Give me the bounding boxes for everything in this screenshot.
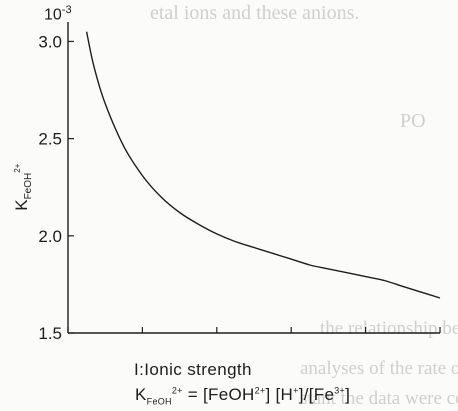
y-scale-note-exponent: -3 xyxy=(61,4,72,16)
y-tick-label: 2.0 xyxy=(38,227,62,246)
y-tick-label: 1.5 xyxy=(38,324,62,340)
formula-numerator-2-sup: + xyxy=(293,385,299,396)
x-tick-label: 0.8 xyxy=(354,337,378,340)
x-tick-label: 0.4 xyxy=(205,337,229,340)
y-axis-label-k: K xyxy=(11,199,31,211)
formula-numerator-1: [FeOH xyxy=(203,385,255,404)
chart-axes xyxy=(67,22,440,334)
formula-k-sub: FeOH xyxy=(146,396,172,407)
formula-numerator-1-close: ] xyxy=(265,385,271,404)
formula-denominator-sup: 3+ xyxy=(334,385,346,396)
y-tick-label: 3.0 xyxy=(38,32,62,51)
formula-numerator-2: [H xyxy=(275,385,294,404)
series-line-0 xyxy=(85,31,441,299)
x-axis-label: I:Ionic strength xyxy=(134,360,252,379)
formula-denominator-close: ] xyxy=(345,385,351,404)
bleed-text-line-1: etal ions and these anions. xyxy=(150,2,360,24)
bleed-text-line-2: PO xyxy=(400,110,426,132)
y-scale-note: 10-3 xyxy=(44,4,72,24)
formula-slash: / xyxy=(303,385,309,404)
x-tick-label: 0.2 xyxy=(131,337,155,340)
bleed-text-line-5: stant the data were confirmed xyxy=(300,388,458,409)
y-tick-label: 2.5 xyxy=(38,130,62,149)
formula-numerator-1-sup: 2+ xyxy=(254,385,266,396)
chart-series xyxy=(85,31,441,299)
y-axis-label: KFeOH2+ xyxy=(12,152,34,222)
formula-k-sup: 2+ xyxy=(171,385,183,396)
formula: KFeOH2+ = [FeOH2+] [H+]/[Fe3+] xyxy=(135,385,350,406)
x-tick-label: 1.0 xyxy=(428,337,452,340)
formula-numerator-2-close: ] xyxy=(298,385,304,404)
y-scale-note-base: 10 xyxy=(44,6,62,24)
formula-equals: = xyxy=(187,385,198,404)
y-axis-label-sup: 2+ xyxy=(13,163,23,173)
x-tick-label: 0.6 xyxy=(279,337,303,340)
formula-denominator: [Fe xyxy=(308,385,335,404)
x-tick-label: 0 xyxy=(63,337,72,340)
y-axis-label-sub: FeOH xyxy=(23,172,35,200)
formula-k: K xyxy=(135,385,147,404)
chart-ticks: 0 0.2 0.4 0.6 0.8 1.0 1.5 2.0 2.5 3.0 xyxy=(38,32,451,340)
chart: 0 0.2 0.4 0.6 0.8 1.0 1.5 2.0 2.5 3.0 xyxy=(38,22,452,340)
bleed-text-line-3: the relationship between the complex-lik… xyxy=(320,318,458,339)
bleed-text-line-4: analyses of the rate of the hydrogen ion xyxy=(300,358,458,379)
